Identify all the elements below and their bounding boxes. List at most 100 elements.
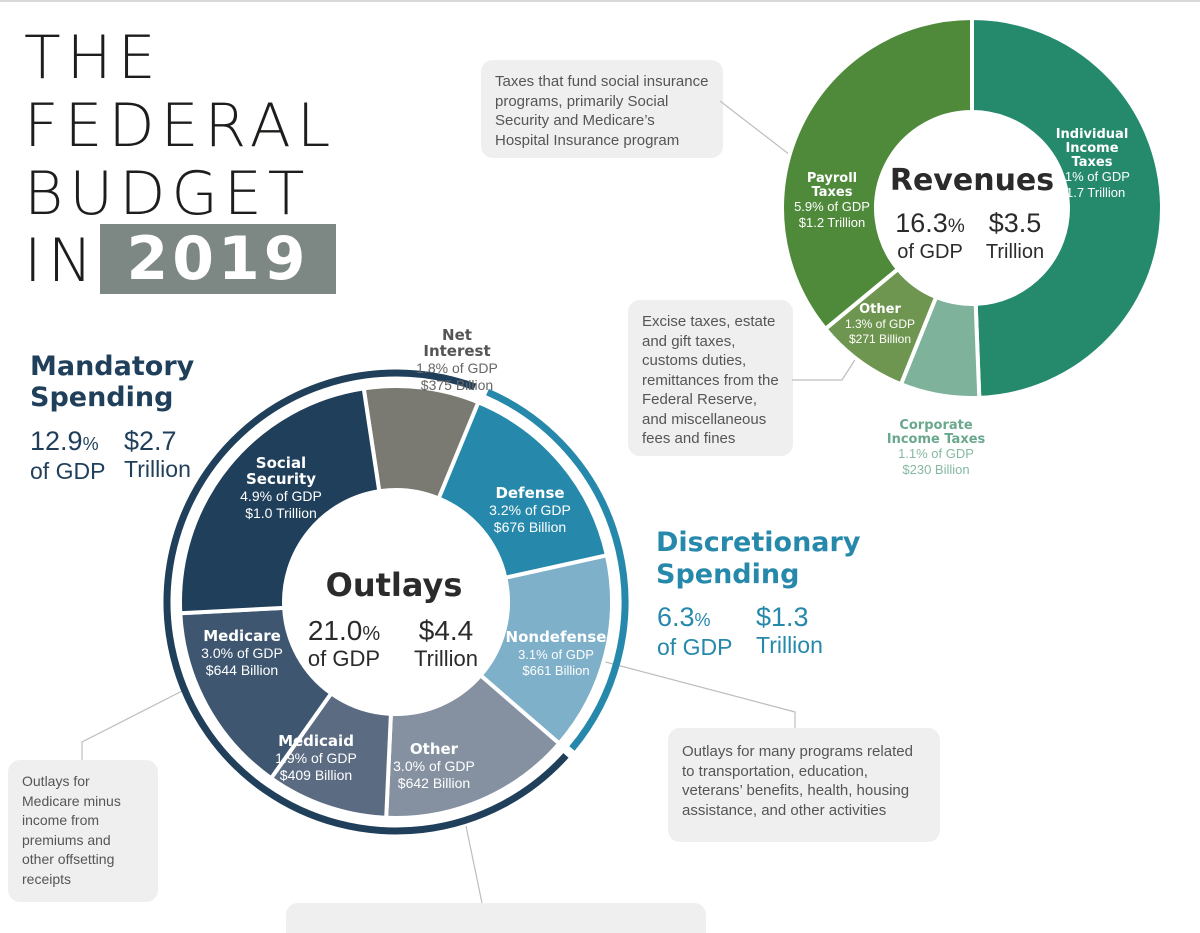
- slice-pct-corporate: 1.1% of GDP: [898, 446, 974, 461]
- callout-line: receipts: [22, 870, 72, 887]
- slice-amount-medicaid: $409 Billion: [280, 767, 352, 783]
- slice-label-nondefense: Nondefense: [506, 628, 607, 646]
- slice-label-individual: Taxes: [1072, 155, 1113, 170]
- discretionary-title-1: Discretionary: [656, 527, 861, 558]
- callout-nondefense: Outlays for many programs related to tra…: [668, 728, 940, 842]
- slice-label-medicaid: Medicaid: [278, 732, 354, 750]
- callout-line: Security and Medicare’s: [495, 112, 655, 129]
- chart-center-title: Revenues: [890, 163, 1054, 198]
- mandatory-pct-value: 12.9: [30, 426, 83, 456]
- mandatory-pct: 12.9% of GDP: [30, 428, 105, 485]
- center-pct-sign: %: [362, 623, 380, 645]
- callout-line: veterans’ benefits, health, housing: [682, 782, 910, 799]
- title-line-2: FEDERAL: [24, 91, 337, 161]
- discretionary-pct-value: 6.3: [657, 602, 695, 632]
- slice-label-net_interest: Net: [442, 326, 472, 344]
- slice-label-corporate: Corporate: [899, 418, 973, 433]
- callout-payroll: Taxes that fund social insurance program…: [481, 60, 723, 158]
- title-line-1: THE: [24, 23, 162, 93]
- mandatory-amount-unit: Trillion: [124, 456, 191, 482]
- slice-amount-corporate: $230 Billion: [902, 462, 969, 477]
- callout-line: customs duties,: [642, 352, 747, 369]
- discretionary-amount-value: $1.3: [756, 602, 809, 632]
- slice-label-individual: Income: [1065, 141, 1118, 156]
- slice-amount-other_rev: $271 Billion: [849, 332, 911, 346]
- mandatory-pct-sign: %: [82, 434, 99, 454]
- slice-label-payroll: Taxes: [812, 185, 853, 200]
- callout-line: programs, primarily Social: [495, 92, 669, 110]
- connector-excise: [792, 354, 859, 381]
- slice-amount-defense: $676 Billion: [494, 519, 566, 535]
- slice-label-individual: Individual: [1056, 127, 1129, 142]
- connector-lines: [81, 100, 859, 904]
- callout-medicare: Outlays for Medicare minus income from p…: [8, 760, 158, 902]
- slice-label-defense: Defense: [495, 484, 564, 502]
- slice-amount-medicare: $644 Billion: [206, 662, 278, 678]
- center-amount-unit: Trillion: [414, 646, 478, 671]
- mandatory-title-2: Spending: [30, 382, 174, 413]
- callout-line: Outlays for: [22, 773, 90, 789]
- discretionary-pct-sign: %: [694, 610, 711, 630]
- callout-line: Medicare minus: [22, 792, 121, 809]
- title-line-3: BUDGET: [24, 159, 311, 229]
- slice-pct-net_interest: 1.8% of GDP: [416, 360, 498, 376]
- callout-line: remittances from the: [642, 371, 779, 389]
- ring-mandatory: [163, 369, 569, 835]
- discretionary-pct: 6.3% of GDP: [657, 604, 732, 661]
- callout-line: other offsetting: [22, 851, 115, 867]
- callout-line: fees and fines: [642, 430, 736, 447]
- slice-amount-individual: $1.7 Trillion: [1059, 185, 1125, 200]
- top-rule: [0, 0, 1200, 2]
- slice-pct-other_mandatory: 3.0% of GDP: [393, 758, 475, 774]
- slice-label-other_mandatory: Other: [410, 740, 459, 758]
- callout-line: Excise taxes, estate: [642, 313, 776, 330]
- slice-amount-net_interest: $375 Billion: [421, 377, 493, 393]
- slice-payroll: [780, 15, 974, 332]
- center-pct-value: 21.0: [308, 615, 363, 646]
- slice-label-other_rev: Other: [859, 302, 901, 317]
- discretionary-title-2: Spending: [656, 559, 800, 590]
- discretionary-amount-unit: Trillion: [756, 632, 823, 658]
- slice-pct-nondefense: 3.1% of GDP: [518, 647, 594, 662]
- center-pct-value: 16.3: [895, 208, 948, 238]
- center-amount-value: $4.4: [419, 615, 474, 646]
- connector-nondefense: [597, 659, 796, 728]
- callout-line: premiums and: [22, 831, 111, 848]
- callout-line: Hospital Insurance program: [495, 131, 680, 149]
- slice-pct-individual: 8.1% of GDP: [1054, 169, 1130, 184]
- connector-other-outlays: [465, 825, 483, 904]
- slice-amount-social_security: $1.0 Trillion: [245, 505, 317, 521]
- discretionary-amount: $1.3 Trillion: [756, 604, 823, 659]
- slice-amount-payroll: $1.2 Trillion: [799, 215, 865, 230]
- callout-line: Federal Reserve,: [642, 391, 758, 408]
- callout-line: to transportation, education,: [682, 762, 868, 780]
- slice-amount-nondefense: $661 Billion: [522, 663, 589, 678]
- slice-pct-other_rev: 1.3% of GDP: [845, 317, 915, 331]
- slice-pct-payroll: 5.9% of GDP: [794, 199, 870, 214]
- chart-center-title: Outlays: [326, 566, 463, 604]
- ring-discretionary: [486, 388, 629, 751]
- callout-line: and gift taxes,: [642, 332, 736, 350]
- slice-label-medicare: Medicare: [203, 627, 281, 645]
- slice-label-payroll: Payroll: [807, 171, 857, 186]
- connector-medicare: [81, 687, 189, 760]
- mandatory-amount-value: $2.7: [124, 426, 177, 456]
- mandatory-amount: $2.7 Trillion: [124, 428, 191, 483]
- connector-payroll: [719, 100, 791, 156]
- center-pct-unit: of GDP: [897, 241, 963, 263]
- center-pct-sign: %: [948, 216, 965, 237]
- center-amount-value: $3.5: [989, 208, 1042, 238]
- mandatory-title-1: Mandatory: [30, 351, 195, 382]
- slice-pct-defense: 3.2% of GDP: [489, 502, 571, 518]
- callout-line: Taxes that fund social insurance: [495, 73, 709, 90]
- mandatory-pct-unit: of GDP: [30, 458, 106, 484]
- slice-label-social_security: Security: [246, 470, 316, 488]
- callout-line: Outlays for many programs related: [682, 743, 913, 760]
- center-pct: 16.3%: [895, 208, 965, 238]
- callout-line: income from: [22, 812, 100, 828]
- slice-pct-medicare: 3.0% of GDP: [201, 645, 283, 661]
- callout-line: assistance, and other activities: [682, 801, 887, 819]
- slice-label-corporate: Income Taxes: [887, 432, 986, 447]
